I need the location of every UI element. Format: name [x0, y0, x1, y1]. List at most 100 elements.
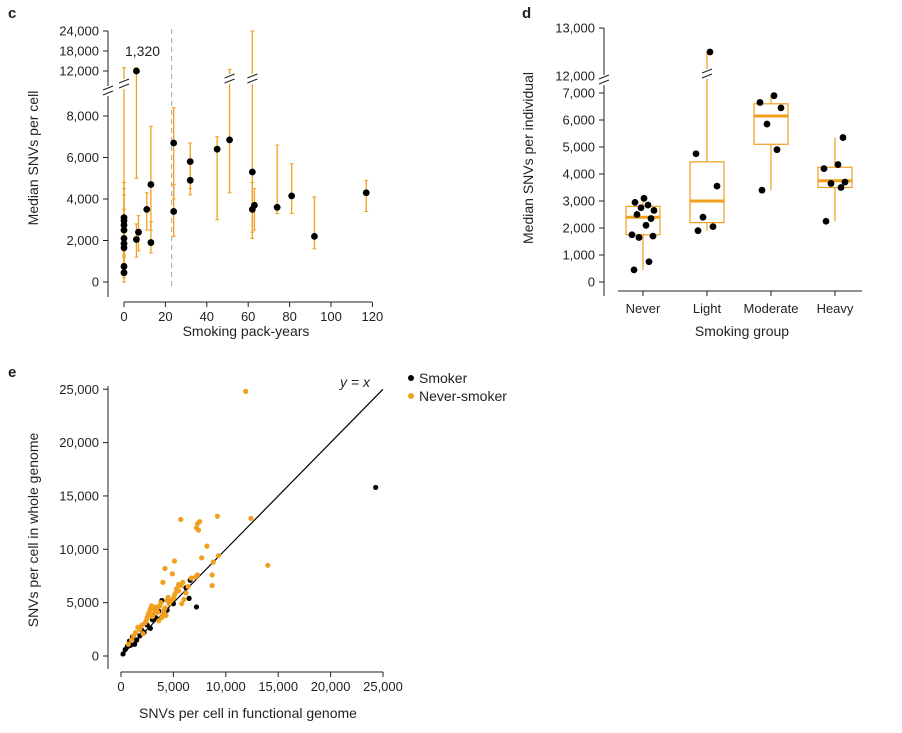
panel-d-point — [699, 213, 707, 221]
panel-d-point — [631, 198, 639, 206]
panel-c-x-tick-label: 0 — [120, 309, 127, 324]
panel-c-y-axis-break-slash-2 — [102, 90, 114, 96]
panel-e-never-smoker-point — [215, 553, 222, 559]
panel-c-bar-break-gap — [223, 74, 236, 84]
panel-c-x-tick-label: 120 — [362, 309, 384, 324]
panel-c-point — [120, 240, 128, 248]
panel-e-never-smoker-point — [140, 630, 146, 637]
panel-e-never-smoker-point — [243, 388, 249, 394]
legend-never-smoker-marker — [408, 393, 414, 399]
panel-e-never-smoker-point — [199, 555, 205, 561]
panel-e-never-smoker-point — [204, 543, 210, 549]
panel-e-never-smoker-point — [165, 594, 171, 600]
panel-c-bar-break-slash-1 — [224, 73, 235, 79]
panel-e-smoker-point — [132, 641, 138, 647]
panel-d-y-tick-label: 1,000 — [562, 248, 595, 263]
panel-e-never-smoker-point — [179, 601, 185, 607]
panel-d-point — [770, 92, 778, 100]
panel-e-x-tick-label: 5,000 — [157, 679, 190, 694]
panel-e-x-tick-label: 20,000 — [311, 679, 351, 694]
panel-c-point — [273, 203, 281, 211]
panel-d-point — [628, 231, 636, 239]
panel-d-y-axis-break-slash-1 — [598, 74, 610, 80]
panel-e-smoker-point — [120, 651, 126, 657]
panel-e-x-tick-label: 15,000 — [258, 679, 298, 694]
panel-e-never-smoker-point — [176, 581, 182, 588]
panel-e-never-smoker-point — [169, 571, 175, 577]
panel-c-point — [213, 145, 221, 153]
panel-d-point — [635, 234, 643, 241]
panel-d-category-label: Never — [626, 301, 661, 316]
panel-e-never-smoker-point — [162, 605, 168, 611]
panel-d-y-tick-label: 6,000 — [562, 113, 595, 128]
panel-d-point — [706, 48, 714, 56]
panel-c-point — [170, 208, 178, 215]
panel-e-never-smoker-point — [163, 612, 169, 619]
panel-e-never-smoker-point — [150, 611, 157, 617]
panel-c-bar-break-slash-2 — [118, 83, 130, 89]
panel-d-point — [692, 150, 700, 158]
panel-e-never-smoker-point — [185, 584, 191, 590]
panel-e-never-smoker-point — [248, 515, 254, 521]
panel-d-y-tick-label: 5,000 — [562, 140, 595, 155]
panel-c-bar-break-gap — [118, 79, 130, 89]
panel-c-point — [311, 232, 318, 240]
panel-d-point — [694, 227, 702, 235]
panel-d-point — [650, 207, 658, 214]
legend-smoker-marker — [408, 375, 414, 381]
panel-e-never-smoker-point — [155, 609, 161, 615]
panel-e-never-smoker-point — [158, 600, 164, 606]
panel-e-y-tick-label: 5,000 — [66, 595, 99, 610]
panel-e-never-smoker-point — [214, 513, 221, 519]
panel-d-whisker-break-gap — [701, 69, 713, 79]
panel-d-y-tick-label: 4,000 — [562, 167, 595, 182]
panel-c-bar-break-gap — [246, 74, 259, 84]
panel-e-never-smoker-point — [180, 579, 186, 585]
panel-e-never-smoker-point — [209, 572, 215, 578]
panel-e-never-smoker-point — [176, 588, 182, 594]
panel-d-whisker-break-slash-1 — [701, 68, 713, 74]
panel-e-never-smoker-point — [178, 516, 184, 523]
panel-d-point — [837, 184, 845, 191]
panel-e-never-smoker-point — [148, 603, 154, 609]
panel-c-point — [147, 181, 155, 188]
panel-c-point — [186, 158, 194, 166]
panel-e-never-smoker-point — [156, 618, 162, 624]
panel-c-y-axis-break-gap — [102, 86, 114, 96]
panel-d-y-tick-label: 7,000 — [562, 86, 595, 101]
panel-c-point — [226, 136, 233, 144]
panel-e-never-smoker-point — [137, 626, 143, 632]
panel-d-category-label: Heavy — [817, 301, 854, 316]
panel-d-y-tick-label: 13,000 — [555, 21, 595, 36]
panel-d-point — [630, 266, 638, 274]
panel-d-point — [640, 194, 648, 202]
panel-e-never-smoker-point — [125, 641, 131, 647]
panel-c-y-tick-label: 12,000 — [59, 64, 99, 79]
panel-e-never-smoker-point — [197, 518, 203, 525]
panel-c-point — [170, 139, 178, 147]
panel-e-never-smoker-point — [128, 637, 135, 643]
panel-label-d: d — [522, 5, 531, 22]
panel-d-y-tick-label: 3,000 — [562, 194, 595, 209]
panel-d-y-axis-label: Median SNVs per individual — [520, 72, 536, 244]
panel-d-point — [827, 180, 835, 187]
panel-c-point — [133, 67, 140, 75]
panel-d-box — [817, 166, 853, 189]
panel-c-point — [251, 201, 258, 209]
panel-c-y-tick-label: 6,000 — [66, 150, 99, 165]
panel-e-never-smoker-point — [183, 590, 189, 596]
panel-c-y-tick-label: 8,000 — [66, 109, 99, 124]
panel-d-point — [637, 204, 645, 212]
panel-c-bar-break-slash-1 — [118, 78, 130, 84]
panel-d-point — [756, 99, 764, 106]
panel-d-point — [773, 146, 781, 154]
panel-c-x-tick-label: 100 — [320, 309, 342, 324]
panel-e-never-smoker-point — [181, 596, 187, 603]
panel-c-point — [143, 205, 151, 213]
panel-e-never-smoker-point — [265, 562, 271, 568]
panel-d-category-label: Moderate — [744, 301, 799, 316]
panel-d-chart: 0 1,000 2,000 3,000 4,000 5,000 6,000 7,000 12,0… — [555, 21, 862, 316]
panel-c-y-tick-label: 24,000 — [59, 24, 99, 39]
panel-c-bar-break-slash-1 — [247, 73, 258, 79]
